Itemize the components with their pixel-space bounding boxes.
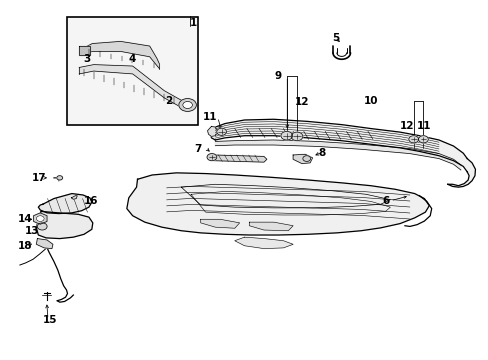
Polygon shape [34,213,47,224]
Polygon shape [71,196,77,199]
Circle shape [183,102,192,108]
Circle shape [281,131,292,140]
Circle shape [216,128,226,135]
Text: 4: 4 [128,54,135,64]
Text: 6: 6 [381,197,388,206]
Text: 5: 5 [332,33,339,43]
Text: 8: 8 [318,148,325,158]
Polygon shape [207,126,217,136]
Text: 11: 11 [203,112,217,122]
Text: 10: 10 [363,96,377,107]
Text: 18: 18 [18,241,32,251]
Polygon shape [79,46,90,55]
Circle shape [37,223,47,230]
Text: 11: 11 [416,121,431,131]
Bar [67,18,198,125]
Circle shape [408,136,418,143]
Text: 13: 13 [25,226,39,237]
Circle shape [418,136,427,143]
Circle shape [36,216,44,221]
Text: 12: 12 [399,121,413,131]
Polygon shape [210,119,474,187]
Text: 15: 15 [42,315,57,325]
Text: 16: 16 [84,196,99,206]
Polygon shape [201,219,239,228]
Text: 1: 1 [189,18,197,28]
Text: 17: 17 [32,173,46,183]
Text: 2: 2 [165,96,172,107]
Text: 9: 9 [274,71,282,81]
Polygon shape [210,155,266,162]
Polygon shape [292,154,312,163]
Circle shape [302,156,310,161]
Text: 7: 7 [194,144,202,154]
Text: 12: 12 [294,97,308,107]
Polygon shape [84,41,159,68]
Polygon shape [126,173,428,235]
Circle shape [57,176,62,180]
Text: 3: 3 [82,54,90,64]
Polygon shape [36,239,53,249]
Circle shape [179,99,196,111]
Polygon shape [36,211,93,239]
Polygon shape [79,64,183,109]
Polygon shape [249,222,292,231]
Text: 14: 14 [18,214,32,224]
Circle shape [290,132,302,141]
Polygon shape [215,140,460,170]
Polygon shape [234,237,292,249]
Circle shape [206,154,216,161]
Polygon shape [38,194,92,213]
